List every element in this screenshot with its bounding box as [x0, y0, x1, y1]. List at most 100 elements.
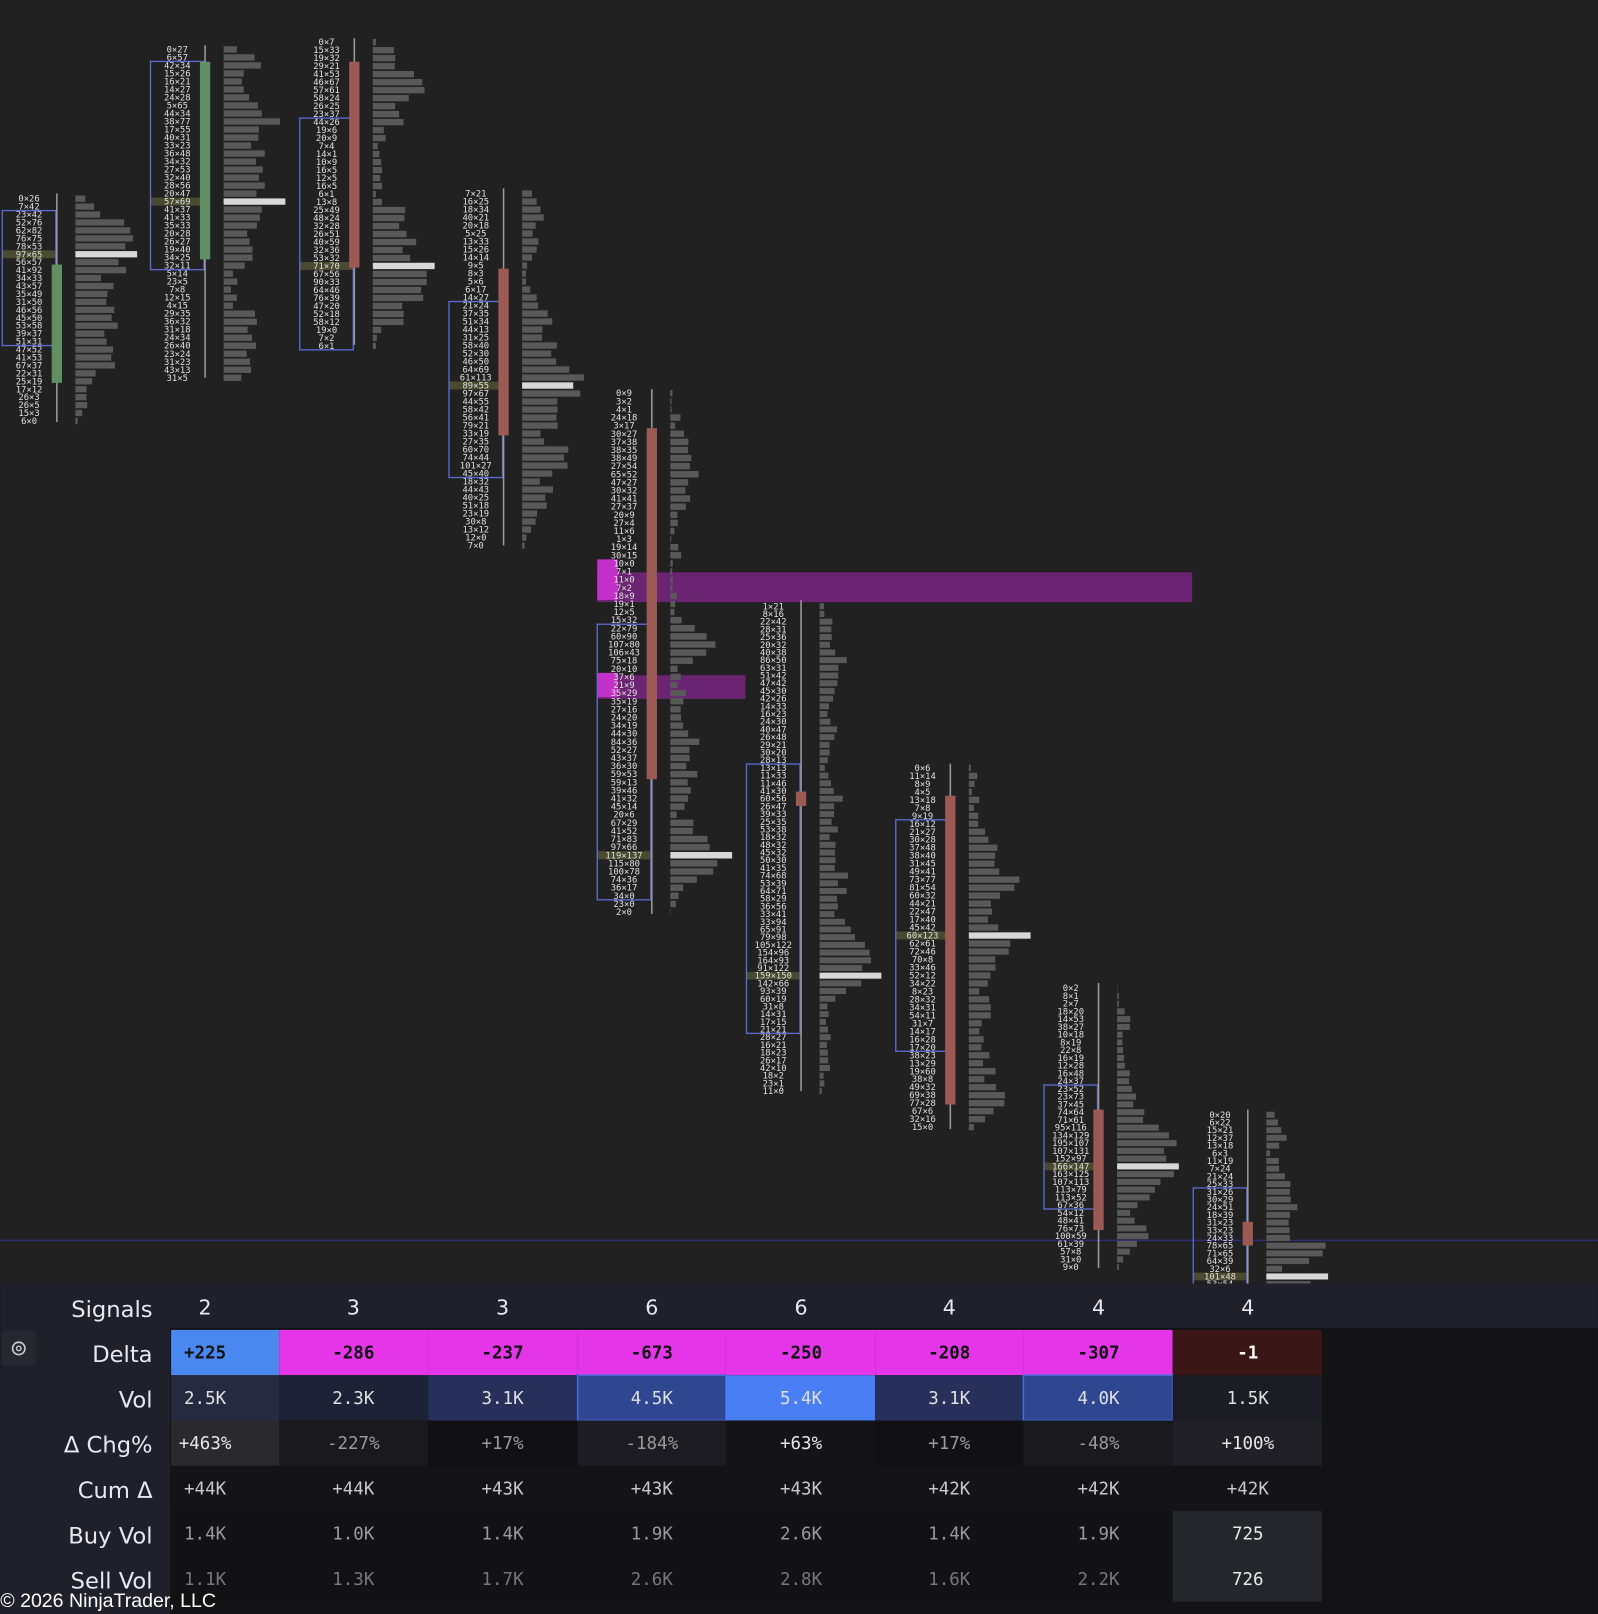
volume-profile-bar — [75, 243, 126, 250]
volume-profile-bar — [1117, 1155, 1167, 1162]
volume-profile-bar — [819, 834, 830, 841]
volume-profile-bar — [522, 294, 537, 301]
footprint-cell: 38×35 — [611, 446, 638, 456]
footprint-cell: 30×28 — [909, 836, 936, 846]
footprint-cell: 16×12 — [909, 820, 936, 830]
volume-profile-bar — [372, 326, 382, 334]
volume-profile-bar — [522, 430, 541, 437]
volume-profile-bar — [968, 932, 1031, 939]
footprint-cell: 0×27 — [167, 45, 188, 55]
footprint-cell: 86×50 — [760, 656, 787, 666]
volume-profile-bar — [522, 214, 544, 221]
volume-profile-bar — [1117, 1202, 1138, 1209]
footprint-cell: 45×40 — [462, 470, 489, 480]
volume-profile-bar — [670, 673, 681, 681]
volume-profile-bar — [1117, 1163, 1179, 1170]
volume-profile-bar — [372, 134, 386, 142]
footprint-cell: 76×75 — [16, 234, 43, 244]
cell-bg — [725, 1556, 876, 1602]
footprint-cell: 39×33 — [760, 810, 787, 820]
volume-profile-bar — [372, 254, 411, 262]
footprint-cell: 51×31 — [16, 338, 43, 348]
volume-profile-bar — [223, 166, 263, 173]
footprint-cell: 41×52 — [611, 827, 638, 837]
footprint-cell: 107×80 — [608, 641, 640, 651]
footprint-cell: 32×36 — [313, 246, 340, 256]
volume-profile-bar — [1266, 1234, 1290, 1241]
volume-profile-bar — [1266, 1173, 1285, 1180]
footprint-cell: 25×35 — [760, 818, 787, 828]
footprint-cell: 29×35 — [164, 310, 191, 320]
volume-profile-bar — [819, 749, 830, 756]
cell-value: +44K — [332, 1479, 375, 1499]
volume-profile-bar — [670, 479, 689, 486]
footprint-cell: 42×26 — [760, 695, 787, 705]
footprint-cell: 63×31 — [760, 664, 787, 674]
cell-value: 3 — [347, 1295, 360, 1319]
footprint-cell: 11×46 — [760, 779, 787, 789]
volume-profile-bar — [968, 884, 1015, 891]
volume-profile-bar — [670, 811, 677, 818]
footprint-cell: 100×59 — [1055, 1232, 1087, 1242]
footprint-cell: 30×32 — [611, 486, 638, 496]
volume-profile-bar — [75, 282, 114, 290]
settings-button[interactable] — [1, 1330, 37, 1366]
footprint-cell: 20×18 — [462, 222, 489, 232]
footprint-cell: 31×25 — [462, 334, 489, 344]
footprint-cell: 12×5 — [316, 174, 337, 184]
volume-profile-bar — [522, 198, 537, 205]
volume-profile-bar — [1266, 1127, 1282, 1134]
volume-profile-bar — [223, 286, 231, 293]
volume-profile-bar — [670, 568, 673, 575]
volume-profile-bar — [819, 880, 838, 887]
footprint-cell: 29×21 — [313, 62, 340, 72]
volume-profile-bar — [819, 741, 830, 748]
footprint-cell: 24×34 — [164, 334, 191, 344]
volume-profile-bar — [223, 190, 257, 197]
footprint-cell: 36×30 — [611, 762, 638, 772]
volume-profile-bar — [522, 326, 543, 333]
cell-bg — [875, 1556, 1024, 1602]
volume-profile-bar — [372, 55, 396, 62]
footprint-cell: 30×27 — [611, 430, 638, 440]
footprint-cell: 14×33 — [760, 702, 787, 712]
volume-profile-bar — [670, 543, 679, 551]
volume-profile-bar — [968, 1107, 994, 1115]
volume-profile-bar — [1266, 1204, 1298, 1211]
footprint-cell: 38×49 — [611, 454, 638, 464]
footprint-cell: 26×40 — [164, 342, 191, 352]
volume-profile-bar — [968, 836, 989, 843]
volume-profile-bar — [819, 1080, 825, 1087]
cell-value: 3 — [496, 1295, 509, 1319]
cell-bg — [279, 1420, 429, 1466]
footprint-cell: 39×46 — [611, 786, 638, 796]
footprint-cell: 12×37 — [1207, 1134, 1234, 1144]
cell-value: -673 — [631, 1344, 673, 1364]
cell-value: +100% — [1221, 1434, 1274, 1454]
footprint-cell: 58×40 — [462, 342, 489, 352]
volume-profile-bar — [1117, 1124, 1159, 1131]
footprint-cell: 12×0 — [465, 534, 486, 544]
volume-profile-bar — [670, 471, 699, 478]
footprint-cell: 24×28 — [164, 93, 191, 103]
volume-profile-bar — [1266, 1265, 1283, 1272]
footprint-cell: 5×6 — [468, 278, 484, 288]
volume-profile-bar — [670, 835, 708, 843]
cell-value: 1.7K — [481, 1570, 524, 1590]
footprint-cell: 44×21 — [909, 900, 936, 910]
footprint-cell: 71×83 — [611, 835, 638, 845]
footprint-cell: 41×53 — [313, 70, 340, 80]
volume-profile-bar — [223, 94, 250, 101]
footprint-cell: 8×23 — [912, 987, 933, 997]
volume-profile-bar — [1117, 1070, 1130, 1077]
volume-profile-bar — [223, 174, 259, 181]
volume-profile-bar — [819, 811, 834, 818]
footprint-cell: 166×147 — [1052, 1162, 1089, 1172]
footprint-cell: 34×0 — [613, 892, 634, 902]
footprint-cell: 56×41 — [462, 414, 489, 424]
cell-bg — [279, 1375, 429, 1421]
footprint-cell: 9×0 — [1063, 1263, 1079, 1273]
volume-profile-bar — [522, 206, 541, 213]
footprint-cell: 90×33 — [313, 278, 340, 288]
volume-profile-bar — [75, 322, 118, 329]
